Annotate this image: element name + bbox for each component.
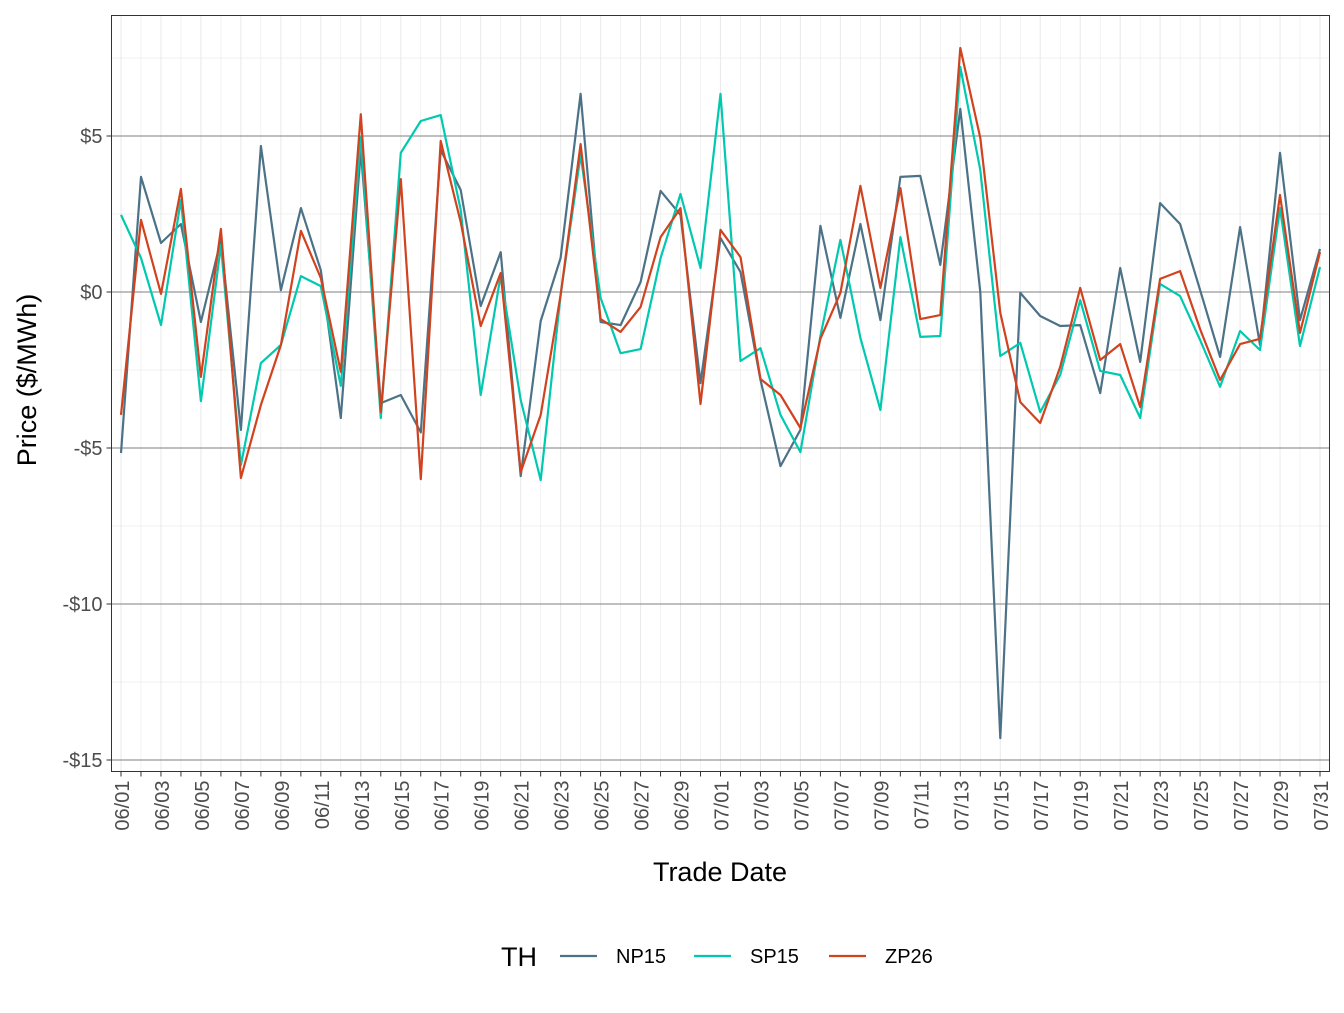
x-tick-label: 06/27	[632, 781, 654, 831]
legend-item-np15: NP15	[560, 946, 666, 968]
x-tick-label: 06/09	[272, 781, 294, 831]
x-axis-title: Trade Date	[653, 857, 787, 887]
x-tick-label: 07/03	[751, 781, 773, 831]
legend-label: ZP26	[885, 946, 933, 968]
x-tick-label: 07/21	[1111, 781, 1133, 831]
y-tick-label: -$15	[62, 750, 102, 772]
x-tick-label: 07/27	[1231, 781, 1253, 831]
x-tick-label: 07/25	[1191, 781, 1213, 831]
legend: TH NP15 SP15 ZP26	[501, 942, 933, 972]
y-tick-label: -$10	[62, 594, 102, 616]
x-tick-label: 07/19	[1071, 781, 1093, 831]
legend-item-sp15: SP15	[694, 946, 799, 968]
x-tick-label: 07/15	[991, 781, 1013, 831]
x-tick-label: 07/09	[871, 781, 893, 831]
x-axis: 06/01 06/03 06/05 06/07 06/09 06/11 06/13 06/15…	[112, 771, 1333, 831]
x-tick-label: 07/07	[831, 781, 853, 831]
x-tick-label: 06/07	[232, 781, 254, 831]
x-tick-label: 06/03	[152, 781, 174, 831]
x-tick-label: 07/29	[1271, 781, 1293, 831]
x-tick-label: 07/01	[712, 781, 734, 831]
x-tick-label: 06/13	[352, 781, 374, 831]
series-line-zp26	[119, 46, 1322, 481]
legend-item-zp26: ZP26	[829, 946, 933, 968]
legend-title: TH	[501, 942, 537, 972]
legend-label: SP15	[750, 946, 799, 968]
x-tick-label: 06/01	[112, 781, 134, 831]
x-tick-label: 07/11	[911, 781, 933, 830]
x-tick-label: 06/23	[552, 781, 574, 831]
x-tick-label: 07/31	[1311, 781, 1333, 831]
x-tick-label: 06/17	[432, 781, 454, 831]
x-tick-label: 07/05	[791, 781, 813, 831]
y-tick-label: -$5	[74, 438, 103, 460]
x-tick-label: 06/29	[672, 781, 694, 831]
x-tick-label: 07/23	[1151, 781, 1173, 831]
legend-label: NP15	[616, 946, 666, 968]
x-tick-label: 06/11	[312, 781, 334, 830]
gridlines	[111, 15, 1330, 772]
x-tick-label: 06/19	[472, 781, 494, 831]
x-tick-label: 06/05	[192, 781, 214, 831]
x-tick-label: 07/17	[1031, 781, 1053, 831]
y-tick-label: $0	[80, 282, 102, 304]
x-tick-label: 06/15	[392, 781, 414, 831]
x-tick-label: 06/21	[512, 781, 534, 831]
y-axis-title: Price ($/MWh)	[12, 294, 42, 467]
x-tick-label: 06/25	[592, 781, 614, 831]
x-tick-label: 07/13	[951, 781, 973, 831]
y-tick-label: $5	[80, 126, 102, 148]
y-axis: $5 $0 -$5 -$10 -$15	[62, 126, 112, 772]
series-lines	[119, 46, 1322, 740]
series-line-sp15	[120, 65, 1322, 482]
